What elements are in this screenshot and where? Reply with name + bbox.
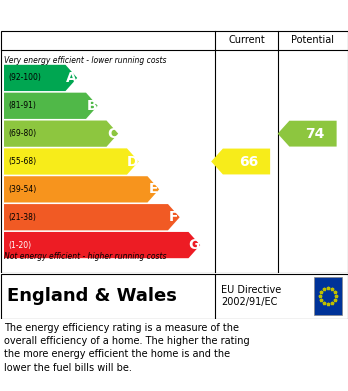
Polygon shape: [4, 120, 118, 147]
Text: (69-80): (69-80): [8, 129, 36, 138]
Text: (81-91): (81-91): [8, 101, 36, 110]
Polygon shape: [4, 176, 159, 203]
Text: G: G: [189, 238, 200, 252]
Text: 74: 74: [305, 127, 325, 141]
Text: E: E: [149, 182, 158, 196]
Text: A: A: [66, 71, 77, 85]
Text: C: C: [107, 127, 118, 141]
Text: The energy efficiency rating is a measure of the
overall efficiency of a home. T: The energy efficiency rating is a measur…: [4, 323, 250, 373]
Text: Potential: Potential: [292, 35, 334, 45]
Text: EU Directive
2002/91/EC: EU Directive 2002/91/EC: [221, 285, 281, 307]
Text: D: D: [127, 154, 139, 169]
Text: (21-38): (21-38): [8, 213, 36, 222]
Bar: [314, 277, 342, 315]
Text: (1-20): (1-20): [8, 240, 31, 249]
Polygon shape: [4, 232, 200, 258]
Text: Energy Efficiency Rating: Energy Efficiency Rating: [69, 7, 279, 23]
Text: (55-68): (55-68): [8, 157, 36, 166]
Polygon shape: [278, 121, 337, 147]
Text: (39-54): (39-54): [8, 185, 36, 194]
Text: Very energy efficient - lower running costs: Very energy efficient - lower running co…: [4, 56, 166, 65]
Text: 66: 66: [239, 154, 258, 169]
Text: Current: Current: [228, 35, 265, 45]
Polygon shape: [4, 148, 139, 175]
Polygon shape: [4, 65, 77, 91]
Polygon shape: [4, 93, 98, 119]
Text: F: F: [169, 210, 179, 224]
Text: Not energy efficient - higher running costs: Not energy efficient - higher running co…: [4, 252, 166, 261]
Polygon shape: [4, 204, 180, 230]
Text: B: B: [87, 99, 97, 113]
Polygon shape: [211, 149, 270, 174]
Text: England & Wales: England & Wales: [7, 287, 177, 305]
Text: (92-100): (92-100): [8, 74, 41, 83]
